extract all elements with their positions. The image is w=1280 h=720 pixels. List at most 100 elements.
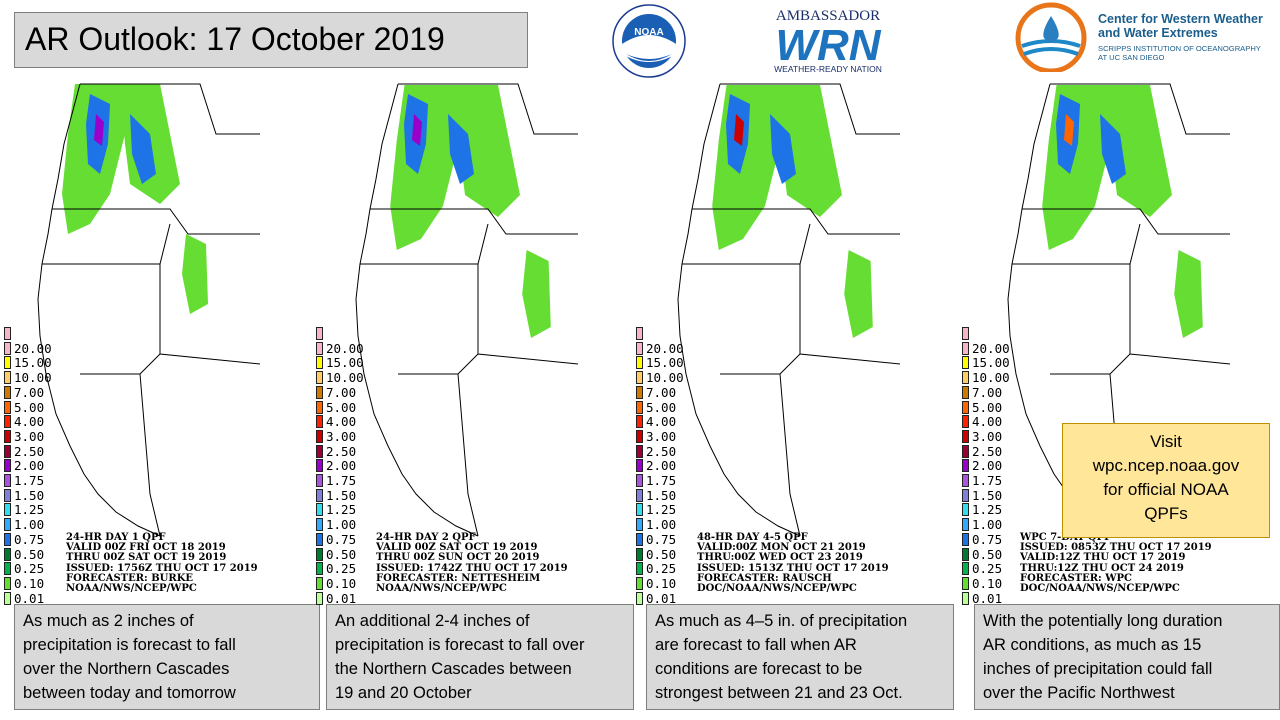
legend-row: 4.00 xyxy=(316,414,386,429)
legend-label: 1.50 xyxy=(14,487,45,503)
qpf-info-line: FORECASTER: BURKE xyxy=(66,572,194,584)
legend-row: 5.00 xyxy=(316,400,386,415)
legend-row: 0.10 xyxy=(4,576,74,591)
wrn-mark: WRN xyxy=(775,21,881,70)
coastline xyxy=(37,83,161,537)
legend-label: 15.00 xyxy=(646,355,684,371)
legend-swatch xyxy=(316,400,323,414)
qpf-info-line: FORECASTER: NETTESHEIM xyxy=(376,572,541,584)
legend-top-swatch xyxy=(316,326,386,341)
qpf-info-line: THRU 00Z SAT OCT 19 2019 xyxy=(66,552,227,564)
legend-label: 5.00 xyxy=(972,399,1003,415)
legend-swatch xyxy=(316,562,323,576)
legend-label: 0.25 xyxy=(646,561,677,577)
legend-row: 1.00 xyxy=(636,517,706,532)
legend-swatch xyxy=(4,444,11,458)
legend-label: 10.00 xyxy=(14,370,52,386)
legend-swatch xyxy=(316,429,323,443)
legend-row: 2.00 xyxy=(4,458,74,473)
legend-swatch xyxy=(316,576,323,590)
legend-swatch xyxy=(962,400,969,414)
legend-row: 3.00 xyxy=(316,429,386,444)
legend-swatch xyxy=(316,415,323,429)
legend-label: 10.00 xyxy=(326,370,364,386)
legend-swatch xyxy=(962,518,969,532)
legend-label: 15.00 xyxy=(14,355,52,371)
precip-area xyxy=(1174,250,1203,338)
legend-row: 0.01 xyxy=(962,591,1032,606)
state-border xyxy=(720,353,801,375)
qpf-map xyxy=(677,83,900,537)
legend-row: 15.00 xyxy=(962,355,1032,370)
legend-swatch xyxy=(316,444,323,458)
legend-swatch xyxy=(636,562,643,576)
legend-row: 15.00 xyxy=(4,355,74,370)
legend-label: 0.50 xyxy=(646,546,677,562)
state-border xyxy=(457,373,479,537)
legend-label: 0.50 xyxy=(972,546,1003,562)
legend-swatch xyxy=(636,400,643,414)
legend-row: 15.00 xyxy=(316,355,386,370)
legend-swatch xyxy=(4,356,11,370)
legend-row: 1.25 xyxy=(962,502,1032,517)
legend-swatch xyxy=(636,459,643,473)
legend-swatch xyxy=(636,429,643,443)
visit-wpc-callout: Visit wpc.ncep.noaa.gov for official NOA… xyxy=(1062,423,1270,538)
legend-row: 7.00 xyxy=(316,385,386,400)
legend-row: 0.75 xyxy=(962,532,1032,547)
legend-swatch xyxy=(636,532,643,546)
legend-swatch xyxy=(4,385,11,399)
legend-label: 15.00 xyxy=(326,355,364,371)
qpf-info-line: VALID 00Z FRI OCT 18 2019 xyxy=(66,542,226,554)
legend-row: 10.00 xyxy=(316,370,386,385)
precip-area xyxy=(770,114,796,184)
legend-row: 4.00 xyxy=(962,414,1032,429)
legend-label: 0.75 xyxy=(972,531,1003,547)
cw3e-name: Center for Western Weather and Water Ext… xyxy=(1098,12,1263,40)
legend-swatch xyxy=(636,576,643,590)
legend-label: 0.25 xyxy=(14,561,45,577)
legend-row: 7.00 xyxy=(636,385,706,400)
legend-label: 0.75 xyxy=(646,531,677,547)
legend-row: 0.25 xyxy=(316,561,386,576)
state-border xyxy=(1050,353,1131,375)
legend-row: 1.25 xyxy=(4,502,74,517)
precip-area xyxy=(94,114,104,146)
legend-label: 0.01 xyxy=(972,590,1003,606)
caption-line: As much as 4–5 in. of precipitation xyxy=(655,612,908,630)
legend-row: 0.25 xyxy=(962,561,1032,576)
caption-line: over the Pacific Northwest xyxy=(983,684,1175,702)
qpf-info-line: 24-HR DAY 2 QPF xyxy=(376,532,476,543)
legend-label: 3.00 xyxy=(14,428,45,444)
legend-label: 2.00 xyxy=(14,458,45,474)
cw3e-emblem-icon xyxy=(1015,2,1087,74)
legend-swatch xyxy=(316,518,323,532)
qpf-info-line: DOC/NOAA/NWS/NCEP/WPC xyxy=(697,583,857,595)
legend-swatch xyxy=(4,474,11,487)
legend-label: 7.00 xyxy=(14,384,45,400)
precip-area xyxy=(182,234,208,314)
legend-swatch xyxy=(316,341,323,355)
legend-label: 1.50 xyxy=(326,487,357,503)
qpf-info: 24-HR DAY 1 QPF VALID 00Z FRI OCT 18 2019… xyxy=(66,532,258,595)
legend-swatch xyxy=(4,503,11,517)
qpf-info-line: NOAA/NWS/NCEP/WPC xyxy=(66,583,197,595)
legend-label: 20.00 xyxy=(646,340,684,356)
legend-swatch xyxy=(636,488,643,502)
qpf-info-line: FORECASTER: WPC xyxy=(1020,572,1132,584)
legend-swatch xyxy=(962,444,969,458)
legend-row: 5.00 xyxy=(4,400,74,415)
noaa-text: NOAA xyxy=(634,27,663,38)
legend-label: 4.00 xyxy=(326,414,357,430)
wrn-ambassador-logo: AMBASSADOR WRN WEATHER-READY NATION xyxy=(774,8,882,74)
legend-row: 0.10 xyxy=(636,576,706,591)
precip-area xyxy=(130,114,156,184)
legend-row: 15.00 xyxy=(636,355,706,370)
coastline xyxy=(677,83,801,537)
legend-row: 4.00 xyxy=(4,414,74,429)
caption-line: conditions are forecast to be xyxy=(655,660,863,678)
qpf-info-line: THRU:00Z WED OCT 23 2019 xyxy=(697,552,863,564)
noaa-logo: NOAA xyxy=(612,4,686,78)
legend-row: 1.00 xyxy=(4,517,74,532)
legend-label: 3.00 xyxy=(326,428,357,444)
